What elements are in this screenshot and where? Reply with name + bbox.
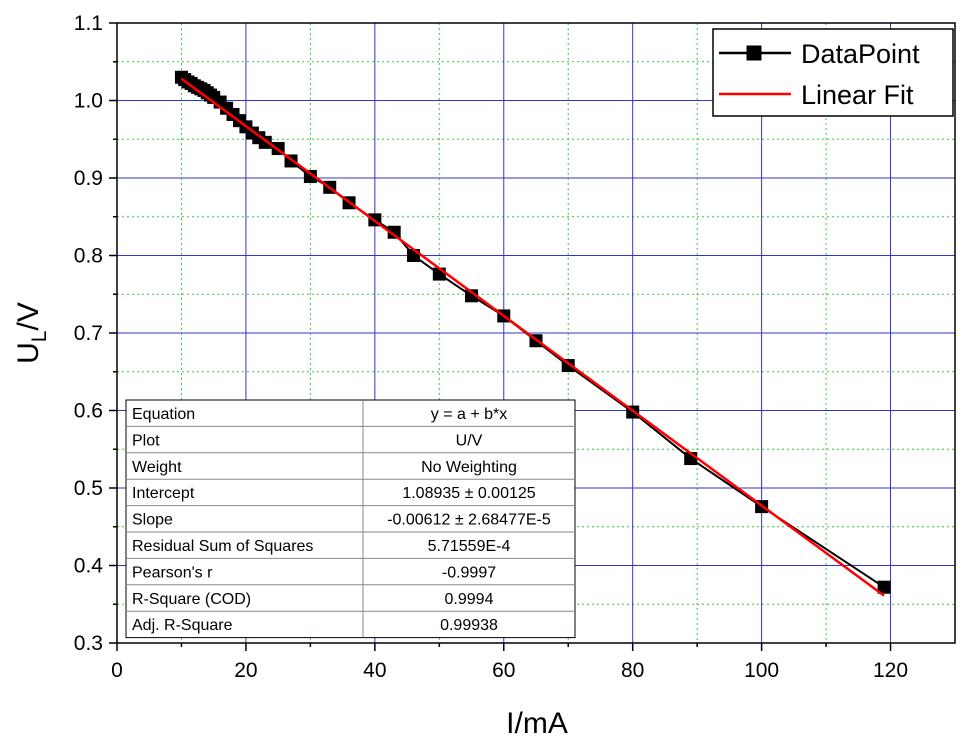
fit-table-label: Adj. R-Square (132, 617, 233, 634)
axis-ticks (109, 22, 892, 651)
y-tick-label: 0.3 (74, 632, 103, 655)
fit-table-value: 0.99938 (440, 617, 498, 634)
y-tick-label: 0.9 (74, 167, 103, 190)
data-point-marker (387, 225, 401, 239)
x-tick-label: 20 (234, 659, 257, 682)
linear-fit-line (180, 77, 885, 597)
legend: DataPoint Linear Fit (712, 28, 954, 117)
data-point-marker (465, 289, 479, 303)
fit-table-label: Plot (132, 432, 160, 449)
y-tick-label: 0.5 (74, 477, 103, 500)
x-axis-title: I/mA (506, 707, 568, 740)
legend-linear-fit-label: Linear Fit (801, 80, 914, 110)
fit-table-label: Slope (132, 512, 173, 529)
fit-table-value: No Weighting (421, 459, 517, 476)
fit-table-label: Weight (132, 459, 182, 476)
fit-table-label: Pearson's r (132, 564, 213, 581)
fit-table-label: R-Square (COD) (132, 591, 251, 608)
y-axis-title: UL/V (12, 302, 51, 364)
fit-table-frame (125, 399, 576, 639)
y-tick-label: 1.0 (74, 90, 103, 113)
data-point-marker (877, 580, 891, 594)
x-tick-label: 40 (363, 659, 386, 682)
legend-datapoint-label: DataPoint (801, 39, 920, 69)
x-tick-label: 120 (873, 659, 908, 682)
x-tick-label: 60 (492, 659, 515, 682)
series-layer (174, 70, 891, 597)
fit-table-value: -0.9997 (442, 564, 496, 581)
fit-table-value: 5.71559E-4 (428, 538, 511, 555)
fit-table-value: 0.9994 (445, 591, 494, 608)
y-tick-label: 0.8 (74, 245, 103, 268)
fit-table-value: y = a + b*x (431, 406, 508, 423)
x-tick-label: 80 (621, 659, 644, 682)
legend-datapoint-marker (746, 45, 762, 61)
y-tick-label: 1.1 (74, 12, 103, 35)
x-tick-label: 0 (111, 659, 123, 682)
legend-box (712, 28, 954, 117)
fit-table-value: -0.00612 ± 2.68477E-5 (387, 512, 551, 529)
y-tick-label: 0.6 (74, 400, 103, 423)
tick-labels: 0 20 40 60 80 100 120 0.3 0.4 0.5 0.6 0.7 0.8 0.9 1.0 1… (74, 12, 908, 682)
y-tick-label: 0.7 (74, 322, 103, 345)
fit-table-label: Residual Sum of Squares (132, 538, 313, 555)
y-tick-label: 0.4 (74, 555, 104, 578)
y-axis-title-main: U (12, 342, 45, 364)
y-axis-title-unit: /V (12, 302, 45, 330)
fit-table-value: 1.08935 ± 0.00125 (402, 485, 535, 502)
y-axis-title-sub: L (28, 331, 51, 343)
fit-table-value: U/V (456, 432, 483, 449)
fit-table-label: Equation (132, 406, 195, 423)
fit-table-label: Intercept (132, 485, 195, 502)
data-point-marker (303, 169, 317, 183)
x-tick-label: 100 (744, 659, 779, 682)
fit-results-table: Equation y = a + b*x Plot U/V Weight No Weigh… (125, 399, 576, 639)
